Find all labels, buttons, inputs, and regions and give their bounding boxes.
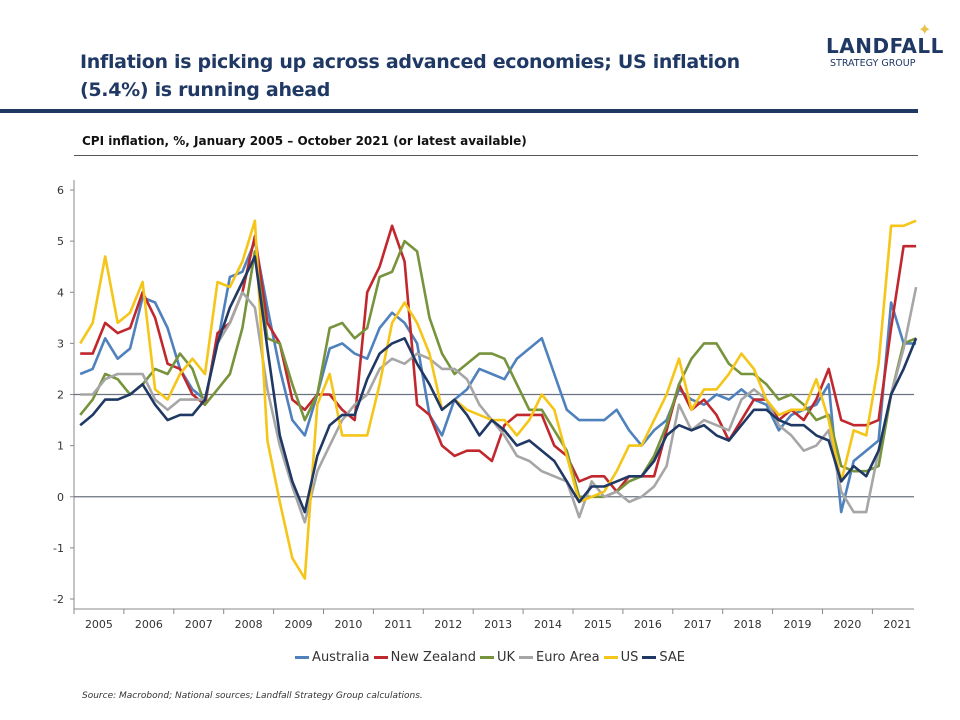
legend-label: US <box>620 650 639 665</box>
legend-item: US <box>603 650 639 665</box>
series-line-us <box>79 219 917 580</box>
legend-swatch <box>373 656 388 659</box>
y-tick-label: 3 <box>57 337 64 350</box>
y-tick-label: -2 <box>53 593 64 606</box>
x-tick-label: 2015 <box>584 618 612 631</box>
legend-swatch <box>480 656 494 659</box>
series-line-new-zealand <box>80 224 917 493</box>
legend-label: Australia <box>312 650 370 665</box>
legend-label: New Zealand <box>390 650 476 665</box>
legend-item: New Zealand <box>373 650 476 665</box>
source-note: Source: Macrobond; National sources; Lan… <box>82 691 423 701</box>
x-tick-label: 2016 <box>634 618 662 631</box>
x-tick-label: 2017 <box>684 618 712 631</box>
series-line-uk <box>79 239 917 499</box>
y-tick-label: 6 <box>57 184 64 197</box>
x-tick-label: 2012 <box>434 618 462 631</box>
y-tick-label: 2 <box>57 389 64 402</box>
title-divider <box>0 109 918 113</box>
legend-label: UK <box>497 650 516 665</box>
legend-swatch <box>519 656 534 659</box>
x-tick-label: 2008 <box>235 618 263 631</box>
subtitle-divider <box>74 155 918 156</box>
legend-item: Euro Area <box>519 650 600 665</box>
y-tick-label: 1 <box>57 440 64 453</box>
x-tick-label: 2013 <box>484 618 512 631</box>
x-tick-label: 2019 <box>784 618 812 631</box>
chart-title: CPI inflation, %, January 2005 – October… <box>82 134 527 148</box>
y-tick-label: 5 <box>57 235 64 248</box>
x-tick-label: 2011 <box>384 618 412 631</box>
series-line-australia <box>79 239 917 514</box>
y-tick-label: 4 <box>57 286 64 299</box>
series-line-sae <box>79 255 918 514</box>
star-icon: ✦ <box>918 22 932 39</box>
x-tick-label: 2010 <box>334 618 362 631</box>
legend-swatch <box>295 656 310 659</box>
y-tick-label: -1 <box>53 542 64 555</box>
legend-item: UK <box>480 650 515 665</box>
logo-name: LANDFALL <box>826 34 944 58</box>
legend: Australia New Zealand UK Euro Area US SAE <box>0 650 960 665</box>
legend-swatch <box>642 656 657 659</box>
y-tick-label: 0 <box>57 491 64 504</box>
x-tick-label: 2009 <box>285 618 313 631</box>
x-tick-label: 2007 <box>185 618 213 631</box>
legend-swatch <box>603 656 618 659</box>
legend-label: Euro Area <box>536 650 600 665</box>
legend-item: Australia <box>295 650 370 665</box>
x-tick-label: 2006 <box>135 618 163 631</box>
logo: LANDFALL STRATEGY GROUP <box>826 34 944 69</box>
x-tick-label: 2020 <box>833 618 861 631</box>
x-tick-label: 2014 <box>534 618 562 631</box>
legend-item: SAE <box>642 650 685 665</box>
x-tick-label: 2005 <box>85 618 113 631</box>
logo-tagline: STRATEGY GROUP <box>830 58 916 69</box>
x-tick-label: 2018 <box>734 618 762 631</box>
page-title: Inflation is picking up across advanced … <box>80 51 740 101</box>
x-tick-label: 2021 <box>883 618 911 631</box>
legend-label: SAE <box>659 650 685 665</box>
